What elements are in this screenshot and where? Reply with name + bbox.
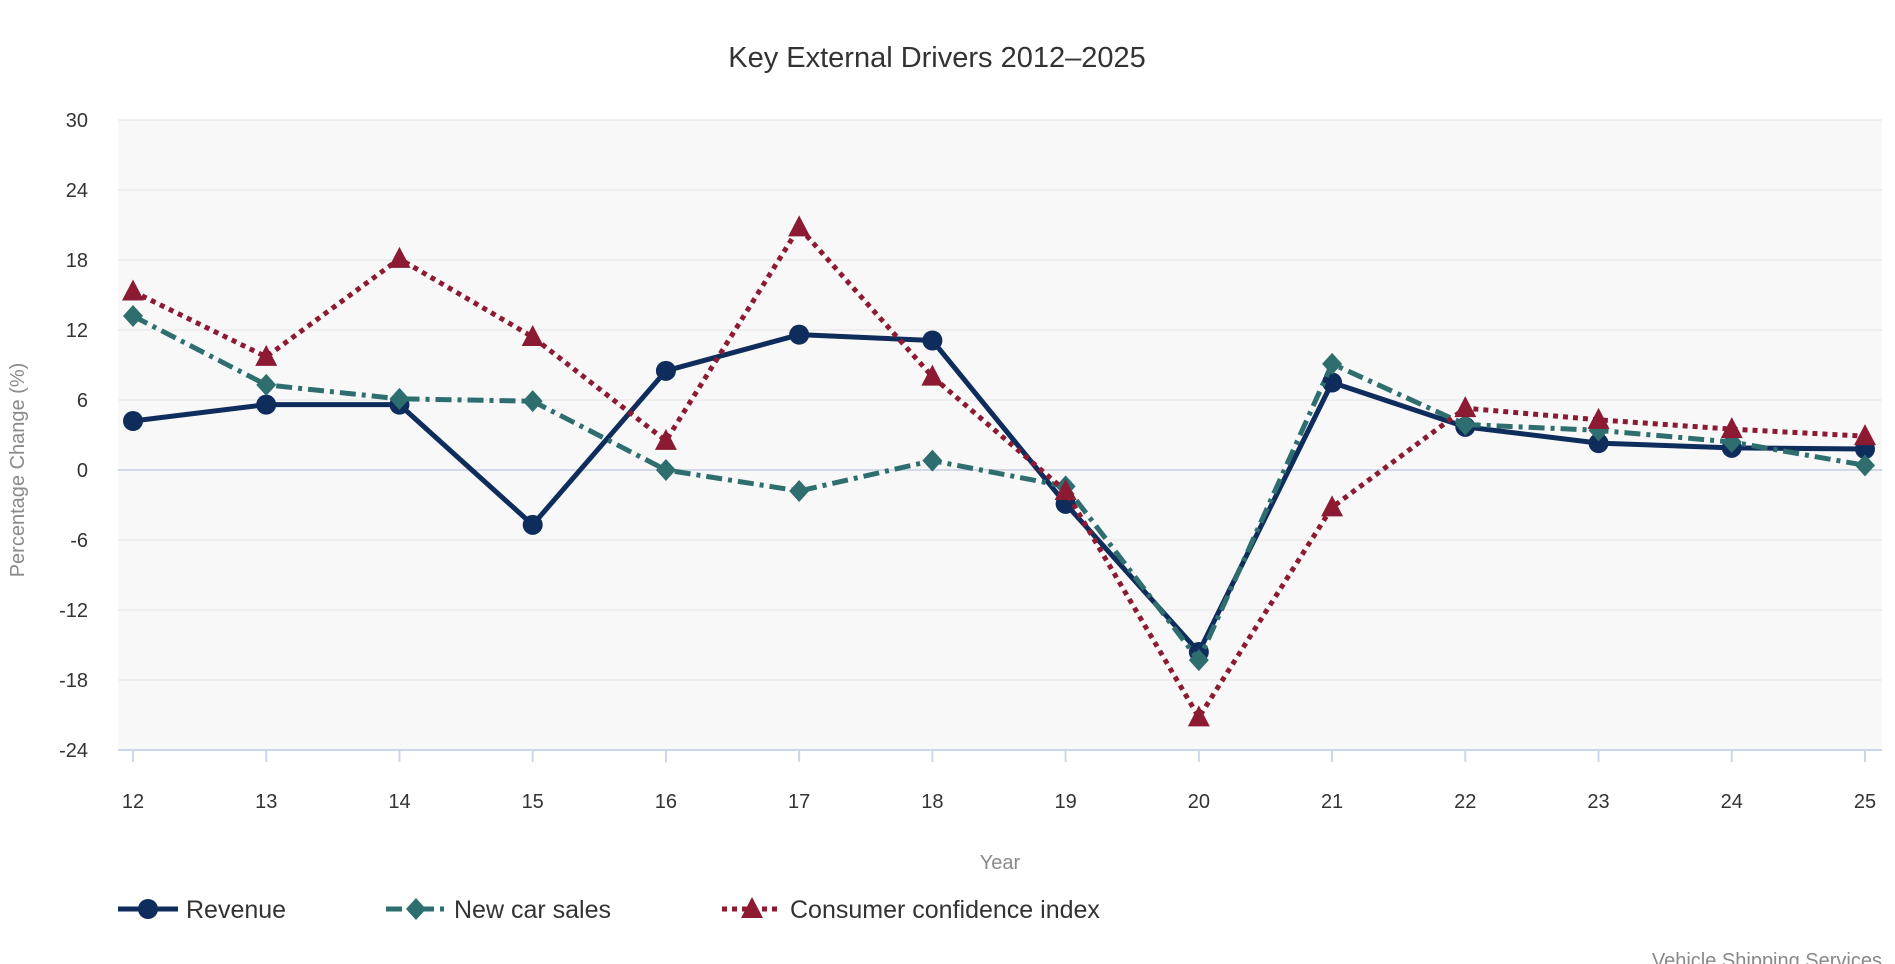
series-new-car-sales <box>123 305 1875 672</box>
diamond-marker <box>922 449 943 472</box>
diamond-marker <box>655 459 676 481</box>
diamond-marker <box>406 898 426 920</box>
triangle-marker <box>741 897 763 918</box>
triangle-marker <box>1454 396 1477 418</box>
legend-item: Revenue <box>118 896 286 924</box>
x-tick-label: 23 <box>1587 791 1609 813</box>
y-tick-label: 0 <box>77 460 88 482</box>
circle-marker <box>922 330 943 351</box>
y-tick-label: 12 <box>66 320 88 342</box>
chart-title: Key External Drivers 2012–2025 <box>728 42 1146 74</box>
diamond-marker <box>1855 454 1875 477</box>
circle-marker <box>655 360 676 381</box>
x-tick-label: 12 <box>122 791 144 813</box>
y-axis-label: Percentage Change (%) <box>7 363 29 578</box>
y-tick-label: -24 <box>59 740 88 762</box>
triangle-marker <box>921 364 944 386</box>
x-tick-label: 22 <box>1454 791 1476 813</box>
triangle-marker <box>521 325 544 346</box>
series-consumer-confidence-index <box>122 215 1876 727</box>
diamond-marker <box>1188 649 1209 672</box>
y-tick-label: 6 <box>77 390 88 412</box>
triangle-marker <box>654 428 677 450</box>
triangle-marker <box>1720 417 1743 439</box>
x-tick-label: 18 <box>921 791 943 813</box>
legend-label: New car sales <box>454 896 611 924</box>
x-tick-label: 16 <box>655 791 677 813</box>
y-tick-label: -6 <box>70 530 88 552</box>
x-tick-label: 14 <box>388 791 410 813</box>
series-lines <box>122 215 1876 727</box>
circle-marker <box>522 514 543 535</box>
triangle-marker <box>1321 495 1344 517</box>
circle-marker <box>256 394 277 415</box>
y-tick-label: 24 <box>66 180 88 202</box>
x-tick-label: 25 <box>1854 791 1876 813</box>
y-axis-ticks: 30 24 18 12 6 0 -6 -12 -18 -24 <box>59 110 88 762</box>
legend-item: New car sales <box>386 896 611 924</box>
y-tick-label: -18 <box>59 670 88 692</box>
triangle-marker <box>255 344 278 366</box>
y-tick-label: 30 <box>66 110 88 132</box>
circle-marker <box>138 899 158 919</box>
series-line <box>131 224 1866 720</box>
triangle-marker <box>788 215 811 237</box>
circle-marker <box>789 324 810 345</box>
diamond-marker <box>789 480 810 502</box>
diamond-marker <box>1322 352 1343 375</box>
plot-background <box>118 120 1882 750</box>
x-tick-label: 20 <box>1188 791 1210 813</box>
series-line <box>132 332 1866 655</box>
circle-marker <box>123 411 143 431</box>
x-axis-label: Year <box>980 852 1021 874</box>
diamond-marker <box>123 305 143 327</box>
legend: Revenue New car sales Consumer confidence … <box>118 896 1100 924</box>
triangle-marker <box>1587 407 1610 429</box>
diamond-marker <box>389 387 410 410</box>
legend-label: Revenue <box>186 896 286 924</box>
triangle-marker <box>122 279 144 301</box>
diamond-marker <box>256 373 277 396</box>
triangle-marker <box>1054 479 1077 500</box>
y-tick-label: -12 <box>59 600 88 622</box>
circle-marker <box>1322 372 1343 393</box>
x-axis-ticks: 12 13 14 15 16 17 18 19 20 21 22 23 24 25 <box>118 749 1882 813</box>
legend-label: Consumer confidence index <box>790 896 1100 924</box>
x-tick-label: 24 <box>1721 791 1743 813</box>
credit-text: Vehicle Shipping Services <box>1652 950 1882 964</box>
x-tick-label: 17 <box>788 791 810 813</box>
x-tick-label: 19 <box>1054 791 1076 813</box>
triangle-marker <box>388 246 411 268</box>
x-tick-label: 15 <box>522 791 544 813</box>
diamond-marker <box>1455 413 1476 436</box>
y-tick-label: 18 <box>66 250 88 272</box>
x-tick-label: 21 <box>1321 791 1343 813</box>
legend-item: Consumer confidence index <box>722 896 1100 924</box>
series-line <box>131 313 1866 663</box>
triangle-marker <box>1187 705 1210 727</box>
diamond-marker <box>522 390 543 413</box>
x-tick-label: 13 <box>255 791 277 813</box>
circle-marker <box>1588 433 1609 454</box>
triangle-marker <box>1854 424 1876 446</box>
